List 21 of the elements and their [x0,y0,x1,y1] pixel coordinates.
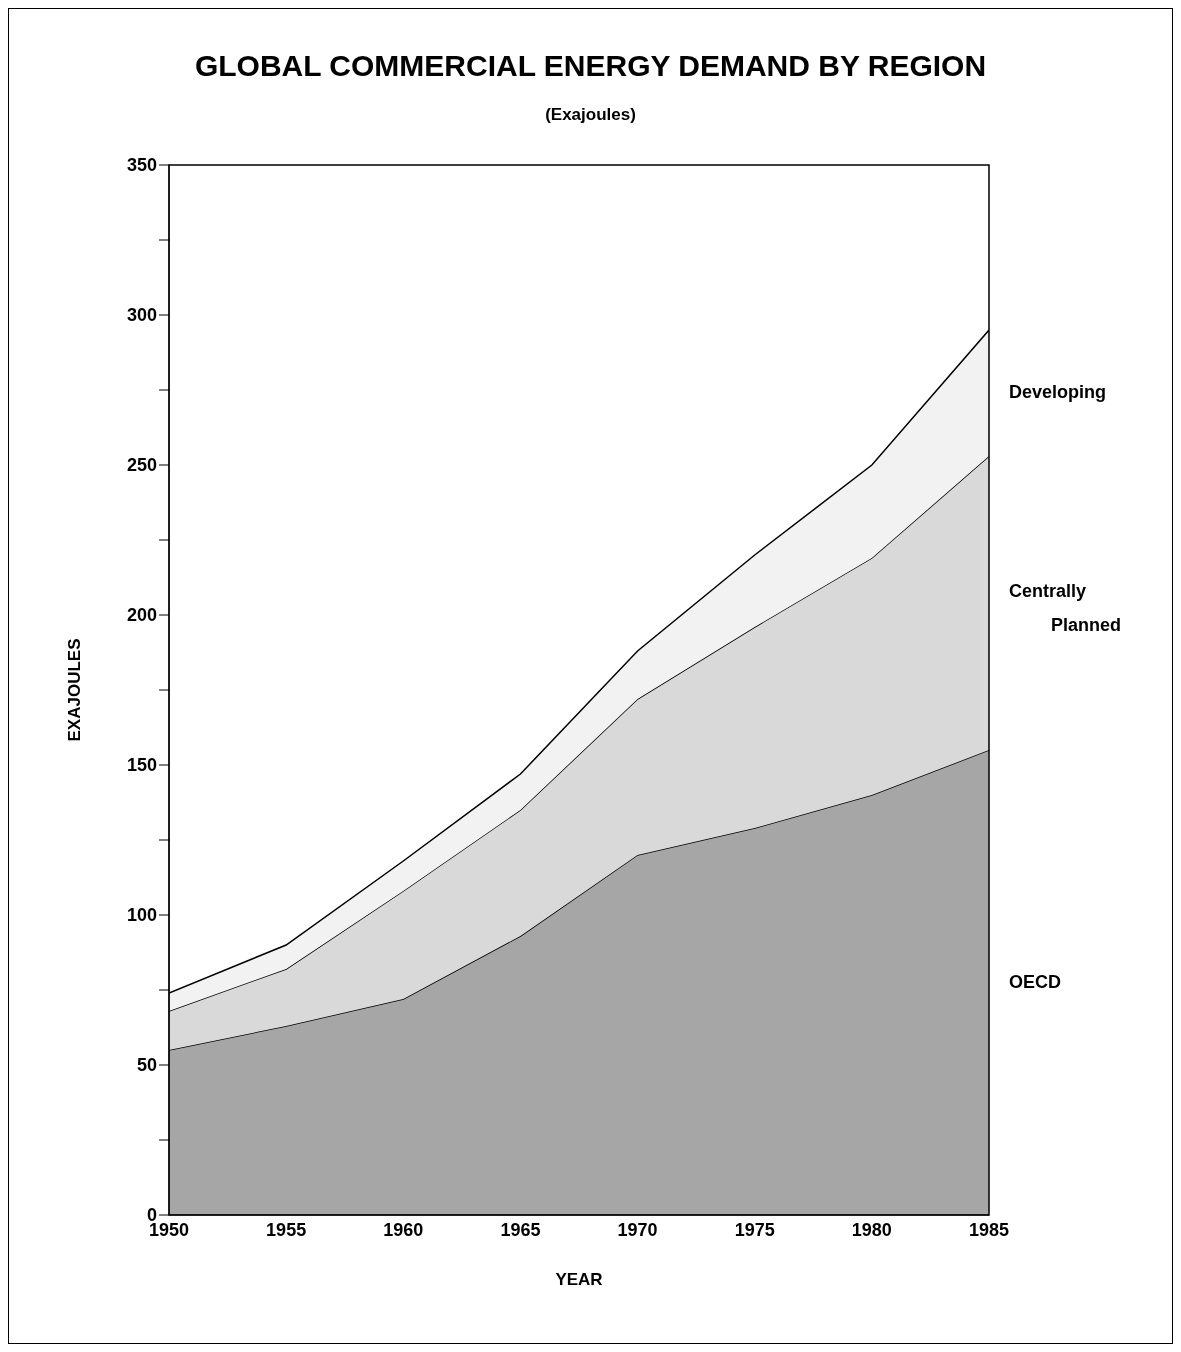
x-tick-label: 1965 [500,1219,541,1240]
chart-subtitle: (Exajoules) [544,105,637,125]
x-tick-label: 1975 [734,1219,775,1240]
y-tick-label: 350 [126,155,157,176]
x-axis-title: YEAR [555,1270,603,1289]
x-tick-label: 1955 [266,1219,307,1240]
x-tick-label: 1985 [968,1219,1010,1240]
y-axis-title: EXAJOULES [65,638,85,742]
y-tick-label: 150 [126,755,157,776]
x-tick-label: 1980 [851,1219,892,1240]
x-tick-label: 1960 [383,1219,424,1240]
chart-title: GLOBAL COMMERCIAL ENERGY DEMAND BY REGION [193,49,988,83]
x-tick-label: 1970 [617,1219,658,1240]
y-tick-label: 250 [126,455,157,476]
y-tick-label: 50 [136,1055,157,1076]
y-tick-label: 300 [126,305,157,326]
y-tick-label: 200 [126,605,157,626]
series-label: Developing [1009,381,1107,402]
y-tick-label: 100 [126,905,157,926]
series-label: Centrally Planned [1009,580,1122,635]
series-label: OECD [1009,971,1062,992]
